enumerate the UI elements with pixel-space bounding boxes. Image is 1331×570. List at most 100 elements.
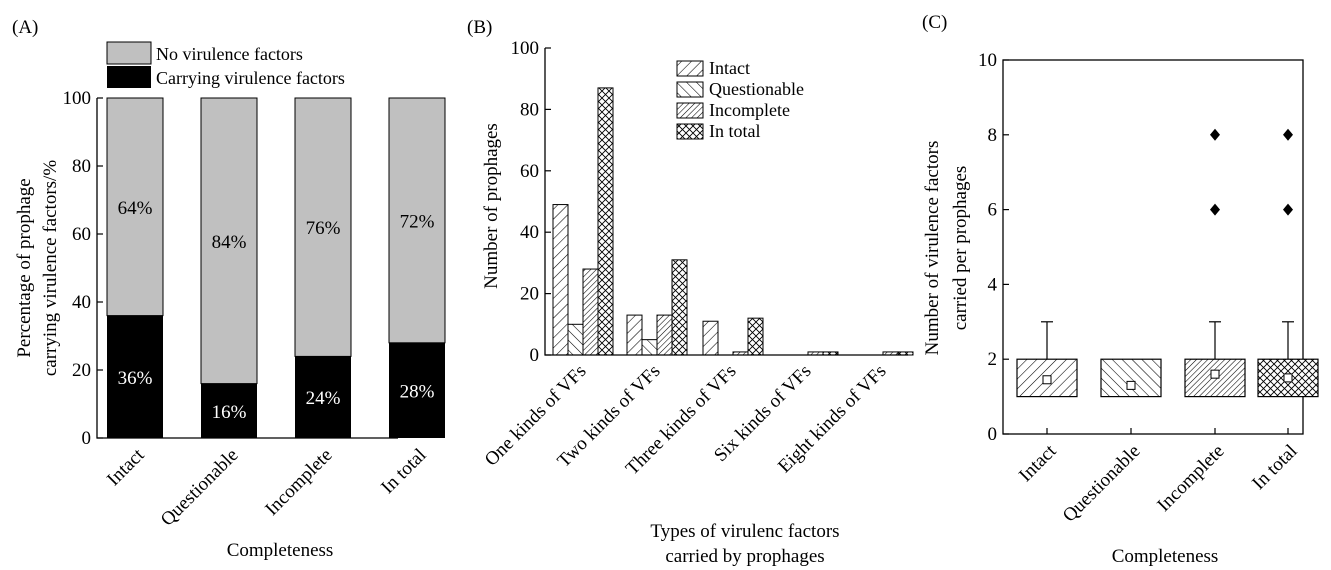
outlier-point [1210, 203, 1220, 216]
percent-label-no-vf: 64% [118, 198, 153, 219]
b-y-tick-label: 0 [530, 345, 540, 366]
panel-b-ylabel: Number of prophages [481, 123, 502, 289]
panel-b-bars [552, 87, 914, 356]
a-x-tick-label: Questionable [157, 445, 243, 531]
bar-intact [626, 314, 643, 356]
legend-swatch-no-vf [106, 41, 152, 65]
panel-c-ylabel-line1: Number of virulence factors [922, 141, 943, 356]
panel-a-tag: (A) [12, 17, 38, 38]
panel-a-ylabel-line2: carrying virulence factors/% [40, 160, 61, 376]
legend-swatch-carrying-vf [107, 66, 151, 88]
panel-b-xlabel-line2: carried by prophages [665, 546, 824, 567]
c-y-tick-label: 4 [988, 274, 998, 295]
mean-marker [1283, 373, 1293, 383]
c-y-tick-label: 2 [988, 349, 998, 370]
mean-marker [1126, 380, 1136, 390]
panel-c-ylabel-line2: carried per prophages [950, 166, 971, 331]
bar-carrying-vf [389, 342, 445, 438]
outlier-point [1283, 128, 1293, 141]
a-y-tick-label: 100 [63, 88, 92, 109]
panel-a-x-ticks: Intact Questionable Incomplete In total [103, 444, 430, 530]
panel-a-ylabel-line1: Percentage of prophage [14, 178, 35, 357]
mean-marker [1042, 375, 1052, 385]
a-y-tick-label: 80 [72, 156, 91, 177]
bar-incomplete [582, 268, 599, 356]
legend-label-intact: Intact [709, 58, 750, 78]
legend-label-in-total: In total [709, 121, 761, 141]
a-x-tick-label: Intact [103, 444, 149, 490]
legend-label-incomplete: Incomplete [709, 100, 790, 120]
b-y-tick-label: 40 [520, 222, 539, 243]
legend-swatch-incomplete [676, 102, 704, 119]
bar-no-vf [294, 97, 352, 357]
panel-a: (A) No virulence factors Carrying virule… [12, 17, 446, 561]
bar-questionable [641, 339, 658, 356]
percent-label-no-vf: 76% [306, 218, 341, 239]
b-y-tick-label: 80 [520, 99, 539, 120]
a-y-tick-label: 60 [72, 224, 91, 245]
legend-label-carrying-vf: Carrying virulence factors [156, 68, 345, 88]
c-x-tick-label: Incomplete [1153, 441, 1228, 516]
panel-c-tag: (C) [922, 12, 947, 33]
a-y-tick-label: 20 [72, 360, 91, 381]
panel-b-xlabel-line1: Types of virulenc factors [650, 521, 839, 542]
panel-a-bars [106, 97, 446, 438]
bar-intact [552, 204, 569, 356]
bar-carrying-vf [295, 356, 351, 438]
b-y-tick-label: 100 [511, 38, 540, 59]
c-y-tick-label: 8 [988, 125, 998, 146]
b-y-tick-label: 20 [520, 284, 539, 305]
panel-a-percent-labels: 36% 64% 16% 84% 24% 76% 28% 72% [118, 198, 435, 423]
panel-c-boxes [1016, 128, 1319, 398]
panel-c-xlabel: Completeness [1112, 546, 1219, 567]
percent-label-no-vf: 72% [400, 211, 435, 232]
a-x-tick-label: Incomplete [261, 445, 336, 520]
bar-in-total [671, 259, 688, 356]
a-y-tick-label: 40 [72, 292, 91, 313]
panel-c-y-ticks: 0 2 4 6 8 10 [978, 50, 1289, 445]
legend-label-no-vf: No virulence factors [156, 44, 303, 64]
c-x-tick-label: Intact [1015, 440, 1061, 486]
legend-swatch-intact [676, 60, 704, 77]
panel-b-tag: (B) [467, 17, 492, 38]
bar-carrying-vf [107, 315, 163, 438]
mean-marker [1210, 369, 1220, 379]
bar-in-total [747, 317, 764, 356]
legend-label-questionable: Questionable [709, 79, 804, 99]
bar-in-total [597, 87, 614, 356]
percent-label-no-vf: 84% [212, 232, 247, 253]
legend-swatch-in-total [676, 123, 704, 140]
bar-no-vf [388, 97, 446, 344]
bar-incomplete [656, 314, 673, 356]
outlier-point [1210, 128, 1220, 141]
c-x-tick-label: Questionable [1059, 441, 1145, 527]
panel-a-xlabel: Completeness [227, 540, 334, 561]
panel-c-frame [1002, 59, 1304, 435]
c-y-tick-label: 0 [988, 424, 998, 445]
bar-carrying-vf [201, 383, 257, 438]
panel-b-y-ticks: 0 20 40 60 80 100 [511, 38, 551, 366]
bar-no-vf [106, 97, 164, 317]
a-y-tick-label: 0 [82, 428, 92, 449]
bar-questionable [567, 323, 584, 356]
percent-label-carrying: 36% [118, 368, 153, 389]
c-x-tick-label: In total [1248, 441, 1301, 494]
outlier-point [1283, 203, 1293, 216]
percent-label-carrying: 24% [306, 388, 341, 409]
bar-intact [702, 320, 719, 356]
panel-a-y-ticks: 0 20 40 60 80 100 [63, 88, 103, 449]
b-y-tick-label: 60 [520, 161, 539, 182]
bar-no-vf [200, 97, 258, 385]
panel-b-legend: Intact Questionable Incomplete In total [676, 58, 804, 141]
panel-a-legend: No virulence factors Carrying virulence … [106, 41, 345, 88]
c-y-tick-label: 6 [988, 200, 998, 221]
legend-swatch-questionable [676, 81, 704, 98]
box [1100, 358, 1162, 398]
percent-label-carrying: 16% [212, 402, 247, 423]
c-y-tick-label: 10 [978, 50, 997, 71]
